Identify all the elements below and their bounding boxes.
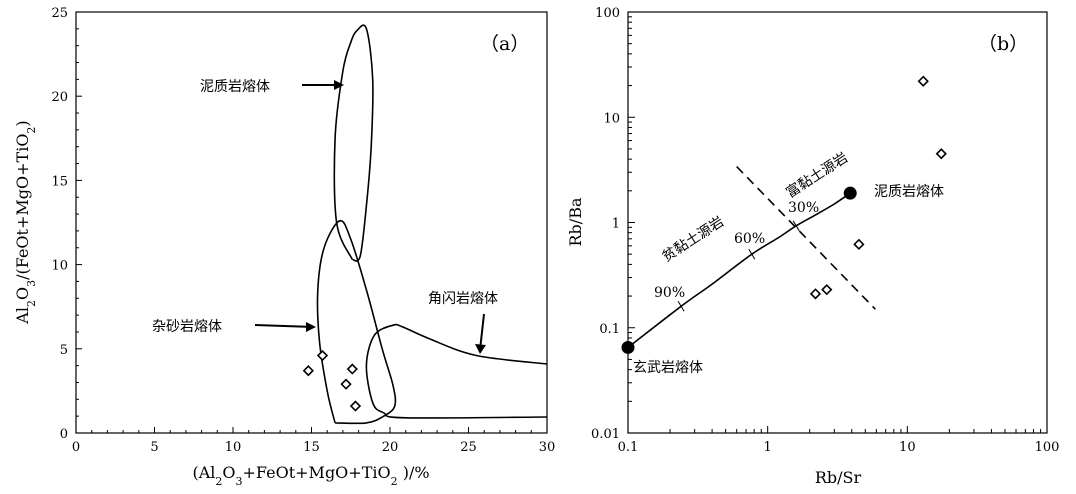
panel-a-x-tick-label: 20 [382, 440, 399, 455]
panel-b-x-tick-label: 1 [764, 440, 772, 455]
panel-a-region-outline-2 [365, 323, 548, 419]
panel-a-x-tick-label: 25 [460, 440, 477, 455]
arrowhead-greywacke-melt [306, 322, 316, 332]
curve-tick-label-30: 30% [788, 200, 819, 216]
panel-b-sample-point [935, 148, 947, 160]
panel-a-x-tick-label: 15 [303, 440, 320, 455]
panel-b-sample-point [853, 238, 865, 250]
curve-tick-label-60: 60% [734, 231, 765, 247]
panel-a-y-tick-label: 5 [60, 343, 68, 358]
panel-b-y-tick-label: 10 [603, 111, 620, 126]
panel-a-y-tick-label: 0 [60, 427, 68, 442]
panel-b-y-tick-label: 0.1 [599, 322, 620, 337]
panel-b-sample-point [809, 288, 822, 300]
panel-a-sample-point [302, 365, 314, 377]
panel-b-y-ticks: 0.01 0.1 1 10 100 [591, 6, 635, 442]
panel-a-y-axis-title: Al2O3/(FeOt+MgO+TiO2) [13, 120, 38, 324]
panel-a-x-tick-label: 0 [72, 440, 80, 455]
arrowhead-amphibolite-melt [475, 344, 486, 354]
panel-a-x-ticks: 0 5 10 15 20 25 30 [72, 427, 555, 455]
end-member-point [621, 340, 635, 354]
region-label-clay-rich-source: 富黏土源岩 [783, 149, 851, 201]
end-member-label-pelite-melt: 泥质岩熔体 [874, 184, 944, 200]
panel-a-y-tick-label: 10 [51, 259, 68, 274]
panel-a-x-axis-title: (Al2O3+FeOt+MgO+TiO2 )/% [192, 463, 429, 488]
region-label-amphibolite-melt: 角闪岩熔体 [428, 291, 498, 307]
panel-b-x-axis-title: Rb/Sr [815, 468, 862, 487]
panel-a-sample-point [346, 363, 358, 375]
mixing-curve-tick [792, 220, 800, 232]
end-member-label-basalt-melt: 玄武岩熔体 [633, 359, 703, 376]
panel-a-y-ticks: 0 5 10 15 20 25 [51, 6, 82, 442]
panel-b-x-ticks: 0.1 1 10 100 [618, 426, 1060, 455]
panel-b-x-tick-label: 10 [899, 440, 916, 455]
panel-b-y-tick-label: 100 [595, 6, 620, 21]
panel-b-x-tick-label: 0.1 [618, 440, 639, 455]
region-label-clay-poor-source: 贫黏土源岩 [659, 214, 726, 266]
end-member-point [843, 186, 857, 200]
panel-a-points [302, 349, 362, 412]
panel-a-x-tick-label: 30 [539, 440, 556, 455]
region-label-greywacke-melt: 杂砂岩熔体 [152, 319, 222, 335]
panel-a-x-tick-label: 5 [150, 440, 158, 455]
arrowhead-pelite-melt [334, 80, 344, 90]
panel-a-label: （a） [480, 33, 529, 55]
panel-b-sample-point [821, 284, 833, 296]
panel-b-y-axis-title: Rb/Ba [566, 197, 585, 246]
mixing-curve-tick [677, 301, 685, 312]
panel-a-sample-point [340, 378, 352, 390]
panel-a-region-outline-1 [316, 219, 397, 425]
panel-a-sample-point [349, 400, 362, 412]
panel-a-y-tick-label: 25 [51, 6, 68, 21]
arrow-greywacke-melt [254, 324, 315, 328]
panel-b-points [809, 75, 947, 300]
curve-tick-label-90: 90% [654, 285, 685, 301]
panel-a-y-tick-label: 15 [51, 174, 68, 189]
panel-b-label: （b） [978, 33, 1028, 55]
panel-a-sample-point [316, 349, 329, 362]
source-divider-line [736, 166, 876, 310]
panel-b-y-tick-label: 1 [612, 217, 620, 232]
arrow-amphibolite-melt [479, 313, 485, 351]
panel-b-y-tick-label: 0.01 [591, 427, 620, 442]
panel-a-y-tick-label: 20 [51, 90, 68, 105]
mixing-curve [627, 192, 851, 349]
region-label-pelite-melt: 泥质岩熔体 [200, 79, 270, 95]
panel-a-x-tick-label: 10 [225, 440, 242, 455]
panel-a-regions [316, 24, 548, 425]
panel-b-sample-point [917, 75, 929, 87]
panel-a-region-outline-0 [333, 24, 374, 262]
panel-b-lines [621, 166, 876, 354]
mixing-curve-tick [748, 248, 756, 260]
panel-b-x-tick-label: 100 [1035, 440, 1060, 455]
